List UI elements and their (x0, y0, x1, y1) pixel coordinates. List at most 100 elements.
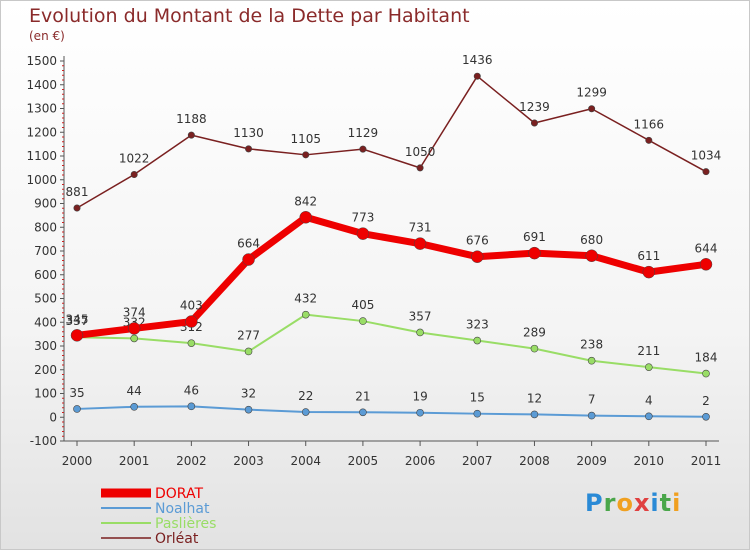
x-tick-label: 2011 (691, 454, 722, 468)
y-tick-label: 1200 (26, 125, 57, 139)
logo-letter: i (672, 489, 682, 517)
data-label-paslieres: 211 (637, 344, 660, 358)
x-tick-label: 2002 (176, 454, 207, 468)
x-tick-label: 2001 (119, 454, 150, 468)
data-label-noalhat: 32 (241, 387, 256, 401)
data-point-dorat (70, 329, 84, 342)
data-point-orleat (187, 131, 195, 139)
data-point-dorat (299, 211, 312, 224)
data-point-noalhat (244, 405, 253, 414)
data-label-dorat: 611 (637, 249, 660, 263)
data-point-orleat (302, 151, 310, 159)
data-label-orleat: 1436 (462, 53, 493, 67)
legend-label-orleat: Orléat (155, 531, 199, 547)
x-tick-label: 2009 (576, 454, 607, 468)
data-point-dorat (356, 227, 370, 240)
y-tick-label: 1400 (26, 78, 57, 92)
data-label-dorat: 374 (123, 305, 146, 319)
x-tick-label: 2003 (233, 454, 264, 468)
data-point-noalhat (473, 409, 482, 418)
data-label-dorat: 664 (237, 237, 260, 251)
logo-letter: P (585, 489, 604, 517)
series-line-orleat (76, 75, 707, 209)
data-label-paslieres: 238 (580, 338, 603, 352)
data-point-noalhat (187, 402, 196, 411)
y-tick-label: 1100 (26, 149, 57, 163)
y-tick-label: 0 (49, 410, 57, 424)
y-tick-label: 1500 (26, 54, 57, 68)
data-label-paslieres: 405 (351, 298, 374, 312)
data-point-noalhat (301, 408, 310, 416)
y-tick-label: 200 (34, 363, 57, 377)
data-label-orleat: 1105 (290, 132, 321, 146)
y-tick-label: 400 (34, 315, 57, 329)
data-label-orleat: 1130 (233, 126, 264, 140)
data-point-paslieres (416, 328, 424, 337)
data-label-paslieres: 277 (237, 328, 260, 342)
data-point-dorat (413, 237, 427, 250)
data-label-dorat: 680 (580, 233, 603, 247)
x-tick-label: 2005 (348, 454, 379, 468)
x-tick-label: 2008 (519, 454, 550, 468)
data-label-orleat: 1050 (405, 145, 436, 159)
data-point-noalhat (702, 412, 710, 421)
proxiti-logo: Proxiti (585, 489, 681, 517)
data-label-orleat: 1129 (348, 126, 379, 140)
y-tick-label: -100 (30, 434, 57, 448)
data-label-dorat: 644 (695, 241, 718, 255)
legend-label-dorat: DORAT (155, 486, 203, 502)
y-tick-label: 1000 (26, 173, 57, 187)
data-label-paslieres: 289 (523, 326, 546, 340)
logo-letter: o (616, 489, 634, 517)
data-label-dorat: 842 (294, 194, 317, 208)
data-point-noalhat (130, 402, 138, 411)
data-label-dorat: 731 (409, 221, 432, 235)
y-tick-label: 500 (34, 292, 57, 306)
y-tick-label: 100 (34, 387, 57, 401)
data-label-noalhat: 22 (298, 389, 313, 403)
data-label-orleat: 1034 (691, 149, 722, 163)
chart-title: Evolution du Montant de la Dette par Hab… (29, 5, 470, 27)
data-label-paslieres: 184 (695, 351, 718, 365)
data-label-paslieres: 432 (294, 292, 317, 306)
data-point-paslieres (244, 347, 253, 356)
x-tick-label: 2006 (405, 454, 436, 468)
data-point-paslieres (301, 310, 310, 319)
data-point-paslieres (702, 369, 710, 378)
data-point-noalhat (587, 411, 596, 420)
data-label-dorat: 345 (66, 312, 89, 326)
chart-subtitle: (en €) (29, 29, 65, 43)
data-point-paslieres (359, 317, 367, 325)
data-point-dorat (471, 250, 484, 263)
y-tick-label: 900 (34, 197, 57, 211)
data-point-dorat (528, 246, 541, 260)
data-label-orleat: 1299 (576, 86, 607, 100)
y-tick-label: 800 (34, 220, 57, 234)
data-point-noalhat (645, 412, 653, 421)
legend-label-noalhat: Noalhat (155, 501, 210, 517)
data-label-orleat: 1166 (634, 117, 665, 131)
data-point-noalhat (416, 408, 424, 417)
data-label-paslieres: 357 (409, 309, 432, 323)
x-tick-label: 2007 (462, 454, 493, 468)
x-tick-label: 2010 (634, 454, 665, 468)
y-tick-label: 700 (34, 244, 57, 258)
data-label-noalhat: 35 (69, 386, 84, 400)
data-label-dorat: 403 (180, 299, 203, 313)
data-point-dorat (127, 322, 141, 335)
data-point-orleat (530, 119, 538, 127)
data-point-paslieres (473, 336, 482, 345)
data-point-orleat (473, 72, 481, 80)
data-point-orleat (645, 136, 653, 144)
series-line-paslieres (76, 313, 707, 375)
data-point-dorat (585, 249, 598, 262)
series-line-noalhat (76, 405, 707, 418)
data-point-dorat (699, 258, 713, 271)
data-label-orleat: 1188 (176, 112, 207, 126)
data-label-noalhat: 46 (184, 383, 199, 397)
data-label-noalhat: 12 (527, 391, 542, 405)
logo-letter: t (659, 489, 673, 517)
data-label-noalhat: 2 (702, 394, 710, 408)
